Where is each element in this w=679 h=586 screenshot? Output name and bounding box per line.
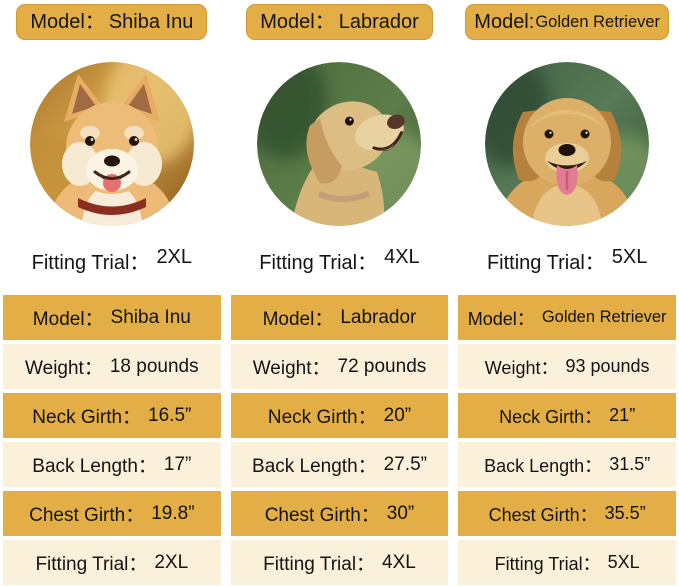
fitting-trial-line: Fitting Trial： 2XL xyxy=(31,246,193,274)
spec-value: Shiba Inu xyxy=(110,306,191,328)
spec-label: Neck Girth： xyxy=(32,407,142,428)
spec-value: 17” xyxy=(163,453,192,475)
model-badge-label: Model： xyxy=(260,11,335,33)
spec-value: 2XL xyxy=(154,551,189,573)
breed-column-golden-retriever: Model: Golden Retriever xyxy=(458,0,676,586)
model-badge: Model: Golden Retriever xyxy=(465,4,670,40)
spec-value: 93 pounds xyxy=(565,356,650,376)
fitting-trial-label: Fitting Trial： xyxy=(486,252,605,274)
spec-row-chest-girth: Chest Girth： 19.8” xyxy=(3,491,221,536)
spec-label: Weight： xyxy=(252,358,331,379)
spec-row-fitting-trial: Fitting Trial： 2XL xyxy=(3,540,221,585)
spec-value: 21” xyxy=(609,405,636,425)
spec-label: Weight： xyxy=(484,357,559,378)
labrador-illustration xyxy=(257,62,422,226)
spec-value: 4XL xyxy=(382,551,416,573)
spec-value: 35.5” xyxy=(604,503,646,523)
spec-label: Back Length： xyxy=(252,456,377,477)
spec-row-chest-girth: Chest Girth： 30” xyxy=(230,491,449,536)
fitting-trial-value: 5XL xyxy=(611,246,648,268)
spec-value: Labrador xyxy=(340,306,417,328)
spec-label: Chest Girth： xyxy=(29,505,145,526)
size-table: Model： Golden Retriever Weight： 93 pound… xyxy=(458,295,676,585)
model-badge-label: Model: xyxy=(474,11,535,33)
spec-value: 19.8” xyxy=(151,502,195,524)
spec-row-neck-girth: Neck Girth： 20” xyxy=(230,393,449,438)
golden-retriever-illustration xyxy=(485,62,650,226)
spec-label: Back Length： xyxy=(32,456,157,477)
spec-label: Fitting Trial： xyxy=(35,554,148,575)
spec-value: 18 pounds xyxy=(109,355,199,377)
spec-value: Golden Retriever xyxy=(541,308,667,326)
spec-row-neck-girth: Neck Girth： 16.5” xyxy=(3,393,221,438)
spec-label: Model： xyxy=(262,309,334,330)
spec-row-back-length: Back Length： 17” xyxy=(3,442,221,487)
fitting-trial-line: Fitting Trial： 5XL xyxy=(486,246,648,274)
spec-row-neck-girth: Neck Girth： 21” xyxy=(458,393,676,438)
spec-label: Neck Girth： xyxy=(499,406,603,427)
breed-column-shiba-inu: Model： Shiba Inu xyxy=(3,0,221,586)
spec-label: Weight： xyxy=(25,358,103,379)
spec-row-back-length: Back Length： 27.5” xyxy=(230,442,449,487)
spec-label: Back Length： xyxy=(484,455,603,476)
spec-value: 5XL xyxy=(607,552,640,572)
size-table: Model： Labrador Weight： 72 pounds Neck G… xyxy=(230,295,449,585)
spec-value: 16.5” xyxy=(148,404,192,426)
spec-label: Chest Girth： xyxy=(264,505,380,526)
model-badge: Model： Labrador xyxy=(246,4,433,40)
labrador-photo xyxy=(257,62,422,226)
spec-row-fitting-trial: Fitting Trial： 4XL xyxy=(230,540,449,585)
model-badge-value: Labrador xyxy=(338,11,419,33)
shiba-inu-photo xyxy=(29,62,194,226)
spec-label: Model： xyxy=(32,309,104,330)
spec-label: Fitting Trial： xyxy=(263,554,376,575)
size-table: Model： Shiba Inu Weight： 18 pounds Neck … xyxy=(3,295,221,585)
spec-label: Neck Girth： xyxy=(267,407,377,428)
spec-row-weight: Weight： 72 pounds xyxy=(230,344,449,389)
fitting-trial-value: 4XL xyxy=(384,246,420,268)
spec-label: Model： xyxy=(467,308,535,329)
spec-row-model: Model： Labrador xyxy=(230,295,449,340)
spec-row-weight: Weight： 18 pounds xyxy=(3,344,221,389)
model-badge: Model： Shiba Inu xyxy=(16,4,208,40)
model-badge-value: Golden Retriever xyxy=(535,13,661,31)
spec-row-chest-girth: Chest Girth： 35.5” xyxy=(458,491,676,536)
fitting-trial-line: Fitting Trial： 4XL xyxy=(259,246,420,274)
spec-row-fitting-trial: Fitting Trial： 5XL xyxy=(458,540,676,585)
golden-retriever-photo xyxy=(485,62,650,226)
spec-value: 72 pounds xyxy=(337,355,427,377)
spec-value: 30” xyxy=(386,502,415,524)
spec-label: Fitting Trial： xyxy=(494,553,601,574)
fitting-trial-value: 2XL xyxy=(156,246,193,268)
shiba-inu-illustration xyxy=(29,62,194,226)
spec-row-weight: Weight： 93 pounds xyxy=(458,344,676,389)
spec-row-model: Model： Golden Retriever xyxy=(458,295,676,340)
spec-label: Chest Girth： xyxy=(488,504,598,525)
spec-value: 27.5” xyxy=(383,453,427,475)
fitting-trial-label: Fitting Trial： xyxy=(259,252,378,274)
spec-value: 20” xyxy=(383,404,412,426)
spec-row-model: Model： Shiba Inu xyxy=(3,295,221,340)
spec-row-back-length: Back Length： 31.5” xyxy=(458,442,676,487)
breed-column-labrador: Model： Labrador xyxy=(230,0,449,586)
model-badge-value: Shiba Inu xyxy=(108,11,194,33)
model-badge-label: Model： xyxy=(30,11,105,33)
spec-value: 31.5” xyxy=(609,454,651,474)
fitting-trial-label: Fitting Trial： xyxy=(31,252,150,274)
